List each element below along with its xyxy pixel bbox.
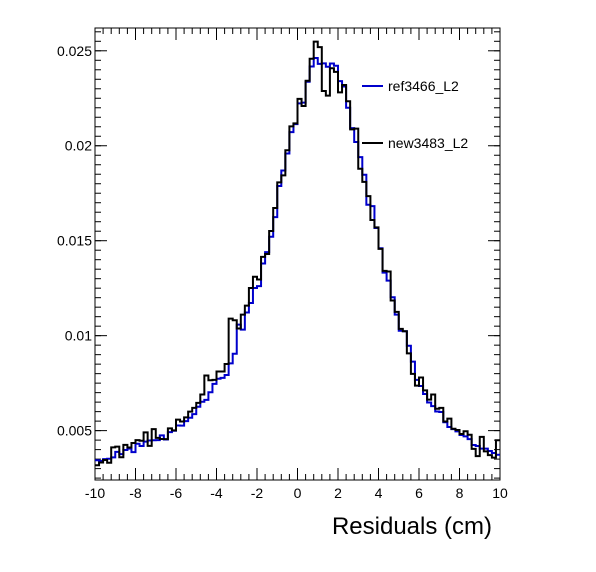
series-layer: [95, 40, 500, 467]
x-tick-label: -10: [85, 485, 105, 501]
x-tick-label: 0: [294, 485, 302, 501]
x-tick-label: -6: [170, 485, 183, 501]
series-line-new3483_L2: [95, 40, 500, 467]
legend-label-new3483_L2: new3483_L2: [388, 135, 468, 151]
y-tick-label: 0.015: [57, 233, 92, 249]
x-tick-label: -8: [129, 485, 142, 501]
x-tick-label: 8: [456, 485, 464, 501]
y-tick-label: 0.025: [57, 43, 92, 59]
legend: ref3466_L2 new3483_L2: [362, 78, 468, 151]
y-tick-label: 0.02: [65, 138, 92, 154]
x-axis-title: Residuals (cm): [332, 513, 492, 540]
x-tick-label: 4: [375, 485, 383, 501]
y-tick-label: 0.01: [65, 328, 92, 344]
x-tick-label: -2: [251, 485, 264, 501]
y-axis-ticks: 0.005 0.01 0.015 0.02 0.025: [57, 31, 500, 479]
x-tick-label: 10: [492, 485, 508, 501]
x-tick-label: 6: [415, 485, 423, 501]
x-axis-ticks: -10 -8 -6 -4 -2 0 2 4 6 8 10: [85, 28, 508, 501]
legend-label-ref3466_L2: ref3466_L2: [388, 78, 459, 94]
y-tick-label: 0.005: [57, 423, 92, 439]
x-tick-label: -4: [210, 485, 223, 501]
x-tick-label: 2: [334, 485, 342, 501]
